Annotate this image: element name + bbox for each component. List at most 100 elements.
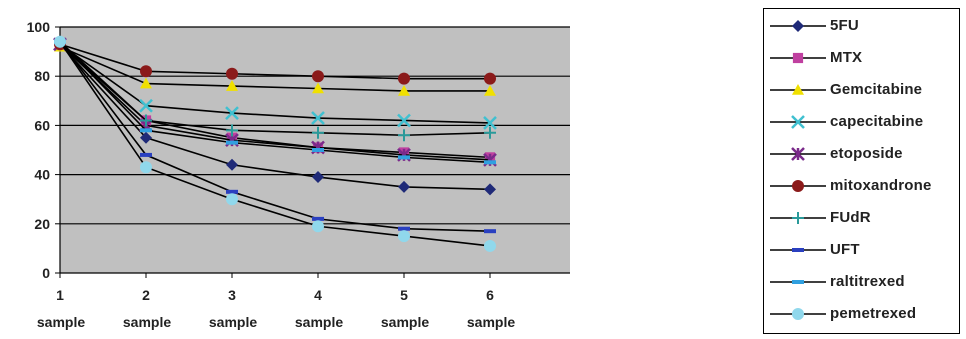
x-tick-sublabel: sample <box>381 314 429 330</box>
series-line <box>59 43 491 161</box>
data-point <box>140 152 152 157</box>
data-point <box>226 124 238 137</box>
data-point <box>397 113 411 128</box>
data-point <box>398 180 410 193</box>
data-point <box>140 65 152 78</box>
data-point <box>484 239 496 252</box>
data-point <box>139 98 153 113</box>
data-point <box>398 155 410 160</box>
data-point <box>484 229 496 234</box>
data-point <box>140 128 152 133</box>
data-point <box>312 171 324 184</box>
data-point <box>225 106 239 120</box>
data-point <box>226 158 238 171</box>
data-point <box>398 226 410 231</box>
y-tick-label: 40 <box>34 167 50 183</box>
data-point <box>54 35 66 48</box>
legend-item: UFT <box>764 240 959 260</box>
legend-swatch <box>770 147 826 161</box>
series-line <box>59 43 491 191</box>
data-point <box>312 216 324 221</box>
data-point <box>484 183 496 196</box>
legend-label: UFT <box>830 241 860 258</box>
series-pemetrexed <box>54 35 496 252</box>
legend-swatch <box>770 212 826 224</box>
x-tick-label: 3 <box>228 287 236 303</box>
x-tick-sublabel: sample <box>37 314 85 330</box>
series-line <box>59 43 491 124</box>
series-line <box>59 45 490 92</box>
data-point <box>312 220 324 233</box>
y-tick-label: 80 <box>34 68 50 84</box>
x-tick-label: 4 <box>314 287 322 303</box>
data-point <box>140 77 152 89</box>
legend-item: etoposide <box>764 144 959 164</box>
legend-item: raltitrexed <box>764 272 959 292</box>
x-tick-sublabel: sample <box>467 314 515 330</box>
legend-label: mitoxandrone <box>830 177 932 194</box>
data-point <box>484 84 496 96</box>
legend-swatch <box>770 115 826 129</box>
data-point <box>398 230 410 243</box>
legend-item: MTX <box>764 48 959 68</box>
series-line <box>59 41 491 137</box>
series-lines <box>53 35 497 252</box>
legend-swatch <box>770 248 826 252</box>
series-line <box>59 41 491 164</box>
data-point <box>398 72 410 85</box>
data-point <box>140 114 152 127</box>
x-tick-label: 1 <box>56 287 64 303</box>
data-point <box>312 82 324 94</box>
data-point <box>484 160 496 165</box>
x-tick-label: 2 <box>142 287 150 303</box>
data-point <box>312 70 324 83</box>
y-tick-label: 100 <box>27 19 51 35</box>
legend-swatch <box>770 180 826 192</box>
y-tick-label: 0 <box>42 265 50 281</box>
legend: 5FU MTX Gemcitabine capecitabine etoposide mi… <box>763 8 960 334</box>
legend-swatch <box>770 52 826 64</box>
data-point <box>140 131 152 144</box>
legend-label: 5FU <box>830 17 859 34</box>
legend-label: etoposide <box>830 145 903 162</box>
y-tick-label: 60 <box>34 117 50 133</box>
axes <box>59 27 570 274</box>
data-point <box>226 140 238 145</box>
data-point <box>140 161 152 174</box>
series-line <box>59 43 490 80</box>
y-tick-label: 20 <box>34 216 50 232</box>
legend-item: 5FU <box>764 16 959 36</box>
legend-swatch <box>770 280 826 284</box>
legend-label: capecitabine <box>830 113 924 130</box>
legend-label: raltitrexed <box>830 273 905 290</box>
legend-label: pemetrexed <box>830 305 917 322</box>
legend-item: Gemcitabine <box>764 80 959 100</box>
series-line <box>59 41 491 247</box>
data-point <box>312 126 324 139</box>
x-tick-label: 6 <box>486 287 494 303</box>
x-tick-sublabel: sample <box>209 314 257 330</box>
data-point <box>484 126 496 139</box>
legend-label: FUdR <box>830 209 871 226</box>
legend-swatch <box>770 84 826 95</box>
legend-item: capecitabine <box>764 112 959 132</box>
data-point <box>398 84 410 96</box>
legend-swatch <box>770 20 826 32</box>
legend-item: pemetrexed <box>764 304 959 324</box>
data-point <box>483 116 497 130</box>
data-point <box>226 67 238 80</box>
data-point <box>484 72 496 85</box>
legend-item: FUdR <box>764 208 959 228</box>
legend-item: mitoxandrone <box>764 176 959 196</box>
data-point <box>398 129 410 142</box>
x-tick-label: 5 <box>400 287 408 303</box>
data-point <box>226 193 238 206</box>
data-point <box>311 111 325 125</box>
line-chart: 0 20 40 60 80 100 1 sample 2 sample 3 sample 4 sampl… <box>27 19 570 330</box>
x-axis-ticks: 1 sample 2 sample 3 sample 4 sample 5 sample 6 samp… <box>37 273 515 330</box>
series-line <box>59 41 491 232</box>
x-tick-sublabel: sample <box>295 314 343 330</box>
y-axis-ticks: 0 20 40 60 80 100 <box>27 19 60 281</box>
data-point <box>226 189 238 194</box>
data-point <box>312 148 324 152</box>
